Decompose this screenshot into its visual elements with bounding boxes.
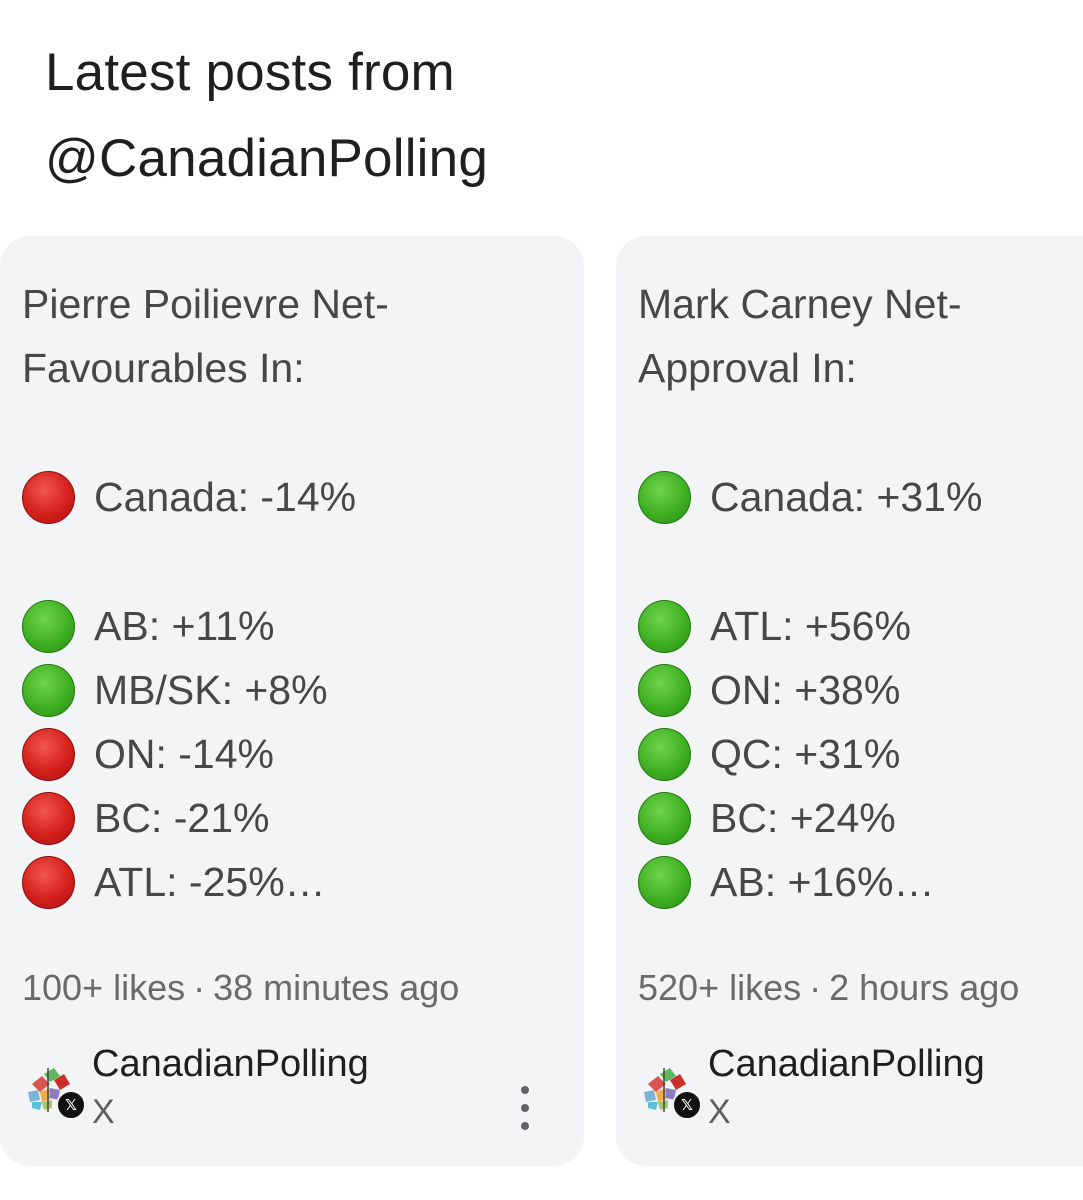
post-meta: 520+ likes · 2 hours ago	[638, 964, 1019, 1012]
region-stat-text: MB/SK: +8%	[94, 667, 328, 713]
spacer	[638, 530, 982, 594]
green-circle-icon	[638, 791, 691, 845]
post-card-carney[interactable]: Mark Carney Net- Approval In: Canada: +3…	[616, 236, 1083, 1166]
region-stat-row: ON: +38%	[638, 658, 982, 722]
x-logo-icon: 𝕏	[672, 1090, 702, 1120]
post-title-line-1: Pierre Poilievre Net-	[22, 281, 389, 327]
overall-stat-row: Canada: -14%	[22, 464, 389, 530]
green-circle-icon	[638, 727, 691, 781]
author-source: X	[708, 1093, 731, 1131]
region-stat-row: QC: +31%	[638, 722, 982, 786]
region-stat-row: MB/SK: +8%	[22, 658, 389, 722]
red-circle-icon	[22, 855, 75, 909]
post-meta: 100+ likes · 38 minutes ago	[22, 964, 459, 1012]
post-body: Mark Carney Net- Approval In: Canada: +3…	[638, 272, 982, 914]
canadian-polling-logo-icon[interactable]	[22, 1062, 80, 1120]
region-stat-text: AB: +11%	[94, 603, 275, 649]
green-circle-icon	[22, 599, 75, 653]
green-circle-icon	[638, 663, 691, 717]
region-stat-text: BC: -21%	[94, 795, 270, 841]
overall-stat-text: Canada: +31%	[710, 474, 983, 520]
region-stat-row: ON: -14%	[22, 722, 389, 786]
canadian-polling-logo-icon[interactable]	[638, 1062, 696, 1120]
green-circle-icon	[638, 855, 691, 909]
section-heading: Latest posts from @CanadianPolling	[45, 30, 488, 202]
region-stat-text: ON: +38%	[710, 667, 901, 713]
post-author: 𝕏 CanadianPolling X	[22, 1036, 562, 1136]
region-stat-row: ATL: -25%…	[22, 850, 389, 914]
author-name[interactable]: CanadianPolling	[92, 1043, 369, 1085]
region-stat-text: QC: +31%	[710, 731, 901, 777]
overall-stat-row: Canada: +31%	[638, 464, 982, 530]
overall-stat-text: Canada: -14%	[94, 474, 357, 520]
post-author: 𝕏 CanadianPolling X	[638, 1036, 1083, 1136]
meta-separator: ·	[193, 967, 206, 1008]
region-stat-text: BC: +24%	[710, 795, 896, 841]
spacer	[22, 530, 389, 594]
post-time: 38 minutes ago	[213, 967, 460, 1008]
post-card-poilievre[interactable]: Pierre Poilievre Net- Favourables In: Ca…	[0, 236, 584, 1166]
post-title-line-1: Mark Carney Net-	[638, 281, 962, 327]
x-logo-icon: 𝕏	[56, 1090, 86, 1120]
region-stat-text: ATL: +56%	[710, 603, 911, 649]
region-stat-text: ON: -14%	[94, 731, 274, 777]
red-circle-icon	[22, 470, 75, 524]
region-stat-row: AB: +11%	[22, 594, 389, 658]
more-vert-icon[interactable]	[510, 1084, 540, 1132]
post-body: Pierre Poilievre Net- Favourables In: Ca…	[22, 272, 389, 914]
post-title-line-2: Approval In:	[638, 345, 857, 391]
region-stat-row: BC: -21%	[22, 786, 389, 850]
heading-line-2: @CanadianPolling	[45, 129, 489, 188]
likes-count: 100+ likes	[22, 967, 186, 1008]
author-source: X	[92, 1093, 115, 1131]
heading-line-1: Latest posts from	[45, 43, 455, 102]
green-circle-icon	[22, 663, 75, 717]
green-circle-icon	[638, 599, 691, 653]
red-circle-icon	[22, 727, 75, 781]
spacer	[22, 400, 389, 464]
region-stat-row: AB: +16%…	[638, 850, 982, 914]
meta-separator: ·	[809, 967, 822, 1008]
region-stat-text: ATL: -25%…	[94, 859, 326, 905]
likes-count: 520+ likes	[638, 967, 802, 1008]
spacer	[638, 400, 982, 464]
green-circle-icon	[638, 470, 691, 524]
region-stat-row: ATL: +56%	[638, 594, 982, 658]
red-circle-icon	[22, 791, 75, 845]
post-time: 2 hours ago	[829, 967, 1020, 1008]
region-stat-row: BC: +24%	[638, 786, 982, 850]
post-title-line-2: Favourables In:	[22, 345, 305, 391]
author-name[interactable]: CanadianPolling	[708, 1043, 985, 1085]
region-stat-text: AB: +16%…	[710, 859, 935, 905]
